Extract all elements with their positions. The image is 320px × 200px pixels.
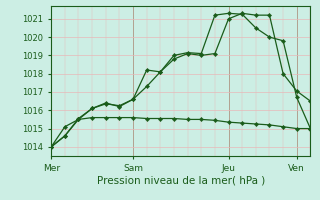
X-axis label: Pression niveau de la mer( hPa ): Pression niveau de la mer( hPa ) bbox=[97, 175, 265, 185]
